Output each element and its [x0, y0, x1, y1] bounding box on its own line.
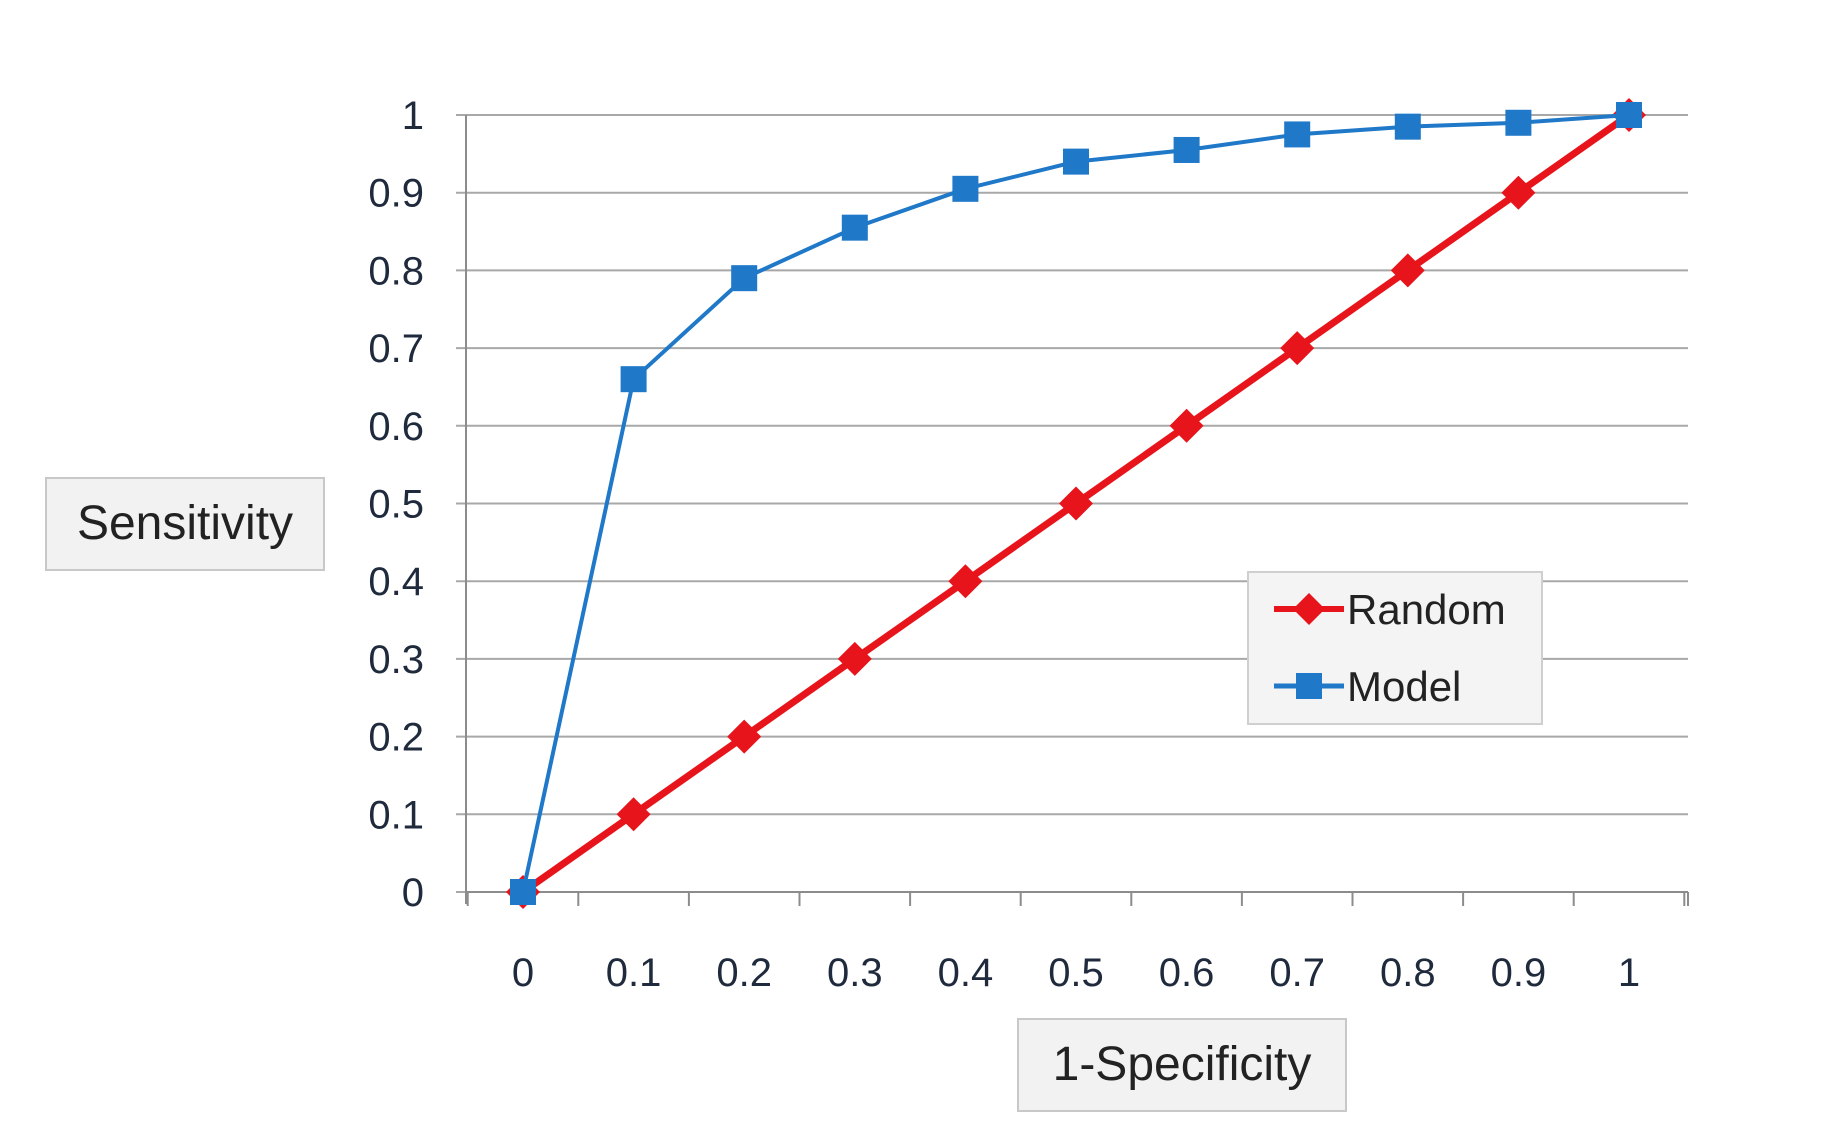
- data-point-random: [948, 564, 983, 599]
- x-tick-label: 0: [512, 951, 534, 995]
- y-tick-label: 0.2: [368, 716, 424, 760]
- x-tick-label: 0.2: [716, 951, 772, 995]
- data-point-random: [837, 641, 872, 676]
- y-axis-title-box: Sensitivity: [45, 477, 325, 571]
- series-lines: [506, 98, 1646, 909]
- y-tick-label: 0.5: [368, 483, 424, 527]
- x-tick-label: 0.5: [1048, 951, 1104, 995]
- data-point-model: [1616, 102, 1642, 128]
- x-tick-label: 0.3: [827, 951, 883, 995]
- data-point-random: [1501, 175, 1536, 210]
- y-tick-label: 0.6: [368, 405, 424, 449]
- x-tick-label: 0.6: [1159, 951, 1215, 995]
- legend-model-marker: [1296, 673, 1322, 699]
- y-tick-label: 0: [402, 871, 424, 915]
- legend-item-random: Random: [1274, 586, 1506, 633]
- axes: 0 0.1 0.2 0.3 0.4 0.5 0.6 0.7 0.8 0.9 1 0 0.1 0.2 0.3 0…: [368, 94, 1689, 995]
- x-axis-title: 1-Specificity: [1053, 1038, 1312, 1091]
- data-point-model: [1284, 121, 1311, 148]
- x-tick-label: 0.4: [938, 951, 994, 995]
- y-axis-title-background: [45, 477, 325, 571]
- legend-random-label: Random: [1347, 586, 1506, 633]
- y-tick-label: 0.1: [368, 793, 424, 837]
- legend-item-model: Model: [1274, 663, 1461, 710]
- legend: Random Model: [1247, 571, 1543, 725]
- data-point-random: [1169, 408, 1204, 443]
- series-model: [510, 102, 1642, 905]
- data-point-model: [952, 175, 979, 202]
- y-axis-title: Sensitivity: [77, 497, 293, 550]
- x-tick-label: 1: [1618, 951, 1640, 995]
- x-tick-label: 0.9: [1491, 951, 1547, 995]
- x-tick-label: 0.7: [1269, 951, 1325, 995]
- legend-model-label: Model: [1347, 663, 1461, 710]
- y-tick-label: 0.9: [368, 172, 424, 216]
- x-tick-label: 0.8: [1380, 951, 1436, 995]
- data-point-model: [510, 879, 536, 905]
- data-point-random: [1280, 331, 1315, 366]
- y-tick-label: 0.3: [368, 638, 424, 682]
- data-point-random: [727, 719, 762, 754]
- y-tick-label: 1: [402, 94, 424, 138]
- data-point-model: [1063, 148, 1089, 175]
- legend-random-marker: [1293, 593, 1325, 625]
- data-point-random: [616, 797, 651, 832]
- data-point-random: [1059, 486, 1093, 521]
- y-tick-label: 0.7: [368, 327, 424, 371]
- x-axis-title-background: [1017, 1018, 1347, 1112]
- y-tick-label: 0.4: [368, 560, 424, 604]
- y-tick-label: 0.8: [368, 249, 424, 293]
- x-axis-title-box: 1-Specificity: [1017, 1018, 1347, 1112]
- data-point-model: [841, 214, 868, 241]
- data-point-random: [1390, 253, 1425, 288]
- x-tick-label: 0.1: [606, 951, 662, 995]
- data-point-model: [1173, 136, 1200, 163]
- data-point-model: [1394, 113, 1421, 140]
- data-point-model: [1505, 109, 1532, 136]
- data-point-model: [620, 366, 647, 393]
- data-point-model: [731, 265, 758, 292]
